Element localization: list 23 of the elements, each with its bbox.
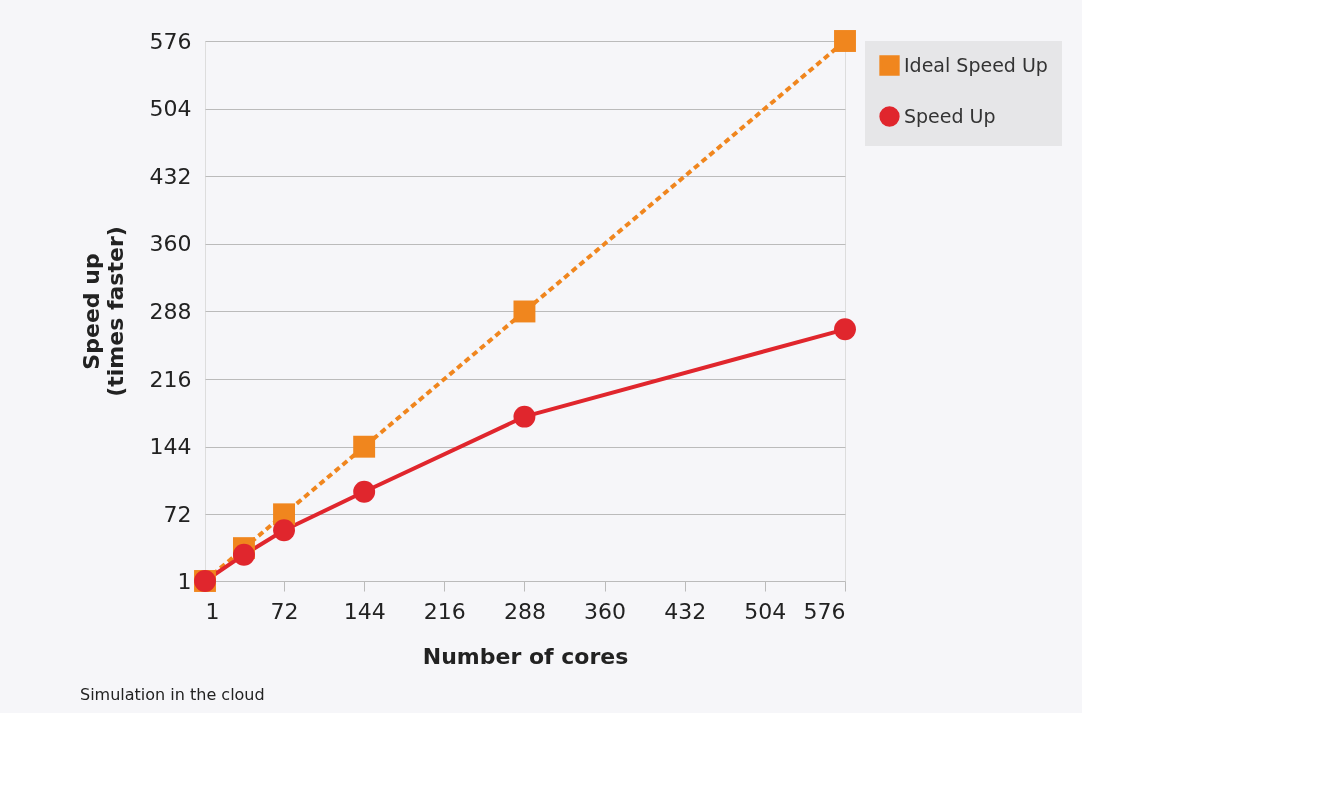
y-tick-label: 432 — [149, 163, 192, 189]
y-tick-label: 576 — [149, 28, 192, 54]
y-tick-label: 360 — [149, 231, 192, 257]
text: Simulation in the cloud — [80, 685, 265, 704]
x-tick-label: 360 — [584, 598, 627, 624]
x-tick-label: 432 — [664, 598, 707, 624]
x-tick-label: 288 — [503, 598, 546, 624]
legend-label: Ideal Speed Up — [904, 53, 1048, 76]
x-axis-title: Number of cores — [422, 643, 629, 669]
y-tick-label: 504 — [149, 96, 192, 122]
y-tick-label: 288 — [149, 298, 192, 324]
legend-label: Speed Up — [904, 104, 996, 127]
y-tick-label: 1 — [177, 568, 192, 594]
x-tick-label: 1 — [205, 598, 220, 624]
y-tick-label: 144 — [149, 434, 192, 460]
x-tick-label: 216 — [423, 598, 466, 624]
x-tick-label: 144 — [343, 598, 386, 624]
x-tick-label: 504 — [744, 598, 787, 624]
y-tick-label: 216 — [149, 366, 192, 392]
x-tick-label: 72 — [270, 598, 299, 624]
y-axis-title: Speed up (times faster) — [78, 226, 128, 397]
y-tick-label: 72 — [163, 501, 192, 527]
x-tick-label: 576 — [803, 598, 846, 624]
